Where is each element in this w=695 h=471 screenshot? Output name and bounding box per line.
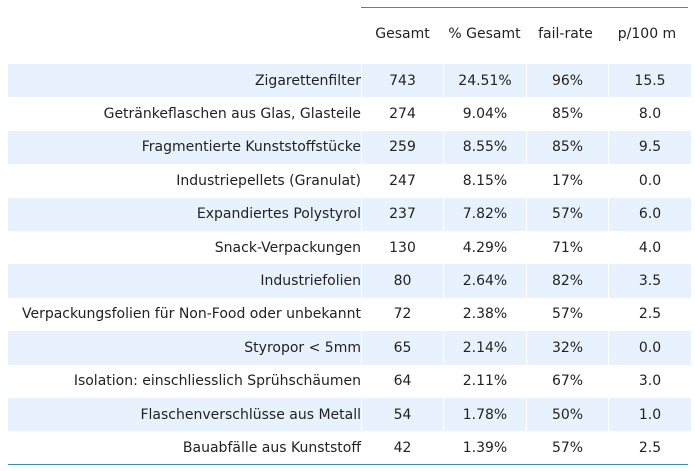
cell-gesamt: 130 <box>361 230 444 265</box>
cell-pct-gesamt: 9.04% <box>443 97 527 131</box>
cell-p100m: 2.5 <box>608 297 691 332</box>
cell-gesamt: 65 <box>361 331 444 365</box>
table-row: Verpackungsfolien für Non-Food oder unbe… <box>8 297 691 332</box>
cell-fail-rate: 67% <box>526 364 609 398</box>
cell-fail-rate: 57% <box>526 431 609 465</box>
row-label: Zigarettenfilter <box>8 64 362 98</box>
cell-gesamt: 274 <box>361 97 444 131</box>
cell-pct-gesamt: 2.64% <box>443 264 527 298</box>
column-header-gesamt: Gesamt <box>375 26 430 42</box>
table-row: Flaschenverschlüsse aus Metall 54 1.78% 50%… <box>8 397 691 432</box>
cell-pct-gesamt: 1.39% <box>443 431 527 465</box>
cell-fail-rate: 32% <box>526 331 609 365</box>
table-row: Zigarettenfilter 743 24.51% 96% 15.5 <box>8 64 691 98</box>
cell-pct-gesamt: 2.38% <box>443 297 527 332</box>
table-row: Industriepellets (Granulat) 247 8.15% 17% 0.… <box>8 164 691 198</box>
row-label: Verpackungsfolien für Non-Food oder unbe… <box>21 306 361 323</box>
cell-fail-rate: 85% <box>526 97 609 131</box>
cell-fail-rate: 17% <box>526 164 609 198</box>
row-label: Styropor < 5mm <box>8 331 362 365</box>
cell-pct-gesamt: 1.78% <box>443 397 527 432</box>
cell-pct-gesamt: 2.14% <box>443 331 527 365</box>
cell-pct-gesamt: 4.29% <box>443 230 527 265</box>
row-label: Getränkeflaschen aus Glas, Glasteile <box>103 106 361 123</box>
table-row: Styropor < 5mm 65 2.14% 32% 0.0 <box>8 331 691 365</box>
cell-gesamt: 237 <box>361 197 444 231</box>
table-bottom-rule <box>8 464 688 465</box>
cell-fail-rate: 71% <box>526 230 609 265</box>
cell-fail-rate: 82% <box>526 264 609 298</box>
cell-p100m: 15.5 <box>608 64 691 98</box>
cell-gesamt: 247 <box>361 164 444 198</box>
row-label: Industriefolien <box>8 264 362 298</box>
cell-fail-rate: 50% <box>526 397 609 432</box>
column-header-pct-gesamt: % Gesamt <box>448 26 521 42</box>
cell-gesamt: 80 <box>361 264 444 298</box>
cell-pct-gesamt: 8.55% <box>443 130 527 165</box>
cell-p100m: 4.0 <box>608 230 691 265</box>
cell-pct-gesamt: 24.51% <box>443 64 527 98</box>
row-label: Fragmentierte Kunststoffstücke <box>8 130 362 165</box>
column-header-p100m: p/100 m <box>617 26 677 42</box>
litter-table: Zigarettenfilter 743 24.51% 96% 15.5 Getränke… <box>8 64 691 465</box>
table-row: Bauabfälle aus Kunststoff 42 1.39% 57% 2.5 <box>8 431 691 465</box>
row-label: Isolation: einschliesslich Sprühschäumen <box>73 373 361 390</box>
cell-p100m: 9.5 <box>608 130 691 165</box>
table-top-rule <box>361 7 688 8</box>
cell-gesamt: 259 <box>361 130 444 165</box>
cell-p100m: 3.5 <box>608 264 691 298</box>
cell-gesamt: 72 <box>361 297 444 332</box>
row-label: Expandiertes Polystyrol <box>8 197 362 231</box>
cell-p100m: 0.0 <box>608 164 691 198</box>
cell-pct-gesamt: 2.11% <box>443 364 527 398</box>
table-row: Fragmentierte Kunststoffstücke 259 8.55% 85… <box>8 130 691 165</box>
table-row: Isolation: einschliesslich Sprühschäumen… <box>8 364 691 398</box>
cell-p100m: 2.5 <box>608 431 691 465</box>
row-label: Flaschenverschlüsse aus Metall <box>8 397 362 432</box>
cell-gesamt: 743 <box>361 64 444 98</box>
cell-gesamt: 42 <box>361 431 444 465</box>
table-header: Gesamt % Gesamt fail-rate p/100 m <box>0 8 695 64</box>
column-header-fail-rate: fail-rate <box>538 26 593 42</box>
cell-fail-rate: 57% <box>526 197 609 231</box>
cell-p100m: 1.0 <box>608 397 691 432</box>
table-body: Zigarettenfilter 743 24.51% 96% 15.5 Getränke… <box>8 64 691 465</box>
cell-pct-gesamt: 8.15% <box>443 164 527 198</box>
table-row: Expandiertes Polystyrol 237 7.82% 57% 6.0 <box>8 197 691 231</box>
cell-fail-rate: 85% <box>526 130 609 165</box>
cell-fail-rate: 96% <box>526 64 609 98</box>
row-label: Industriepellets (Granulat) <box>176 172 361 189</box>
cell-pct-gesamt: 7.82% <box>443 197 527 231</box>
row-label: Snack-Verpackungen <box>214 239 361 256</box>
table-row: Getränkeflaschen aus Glas, Glasteile 274 9… <box>8 97 691 131</box>
cell-p100m: 3.0 <box>608 364 691 398</box>
cell-p100m: 6.0 <box>608 197 691 231</box>
row-label: Bauabfälle aus Kunststoff <box>182 439 361 456</box>
cell-p100m: 0.0 <box>608 331 691 365</box>
table-row: Snack-Verpackungen 130 4.29% 71% 4.0 <box>8 230 691 265</box>
table-row: Industriefolien 80 2.64% 82% 3.5 <box>8 264 691 298</box>
cell-fail-rate: 57% <box>526 297 609 332</box>
cell-gesamt: 54 <box>361 397 444 432</box>
cell-gesamt: 64 <box>361 364 444 398</box>
cell-p100m: 8.0 <box>608 97 691 131</box>
